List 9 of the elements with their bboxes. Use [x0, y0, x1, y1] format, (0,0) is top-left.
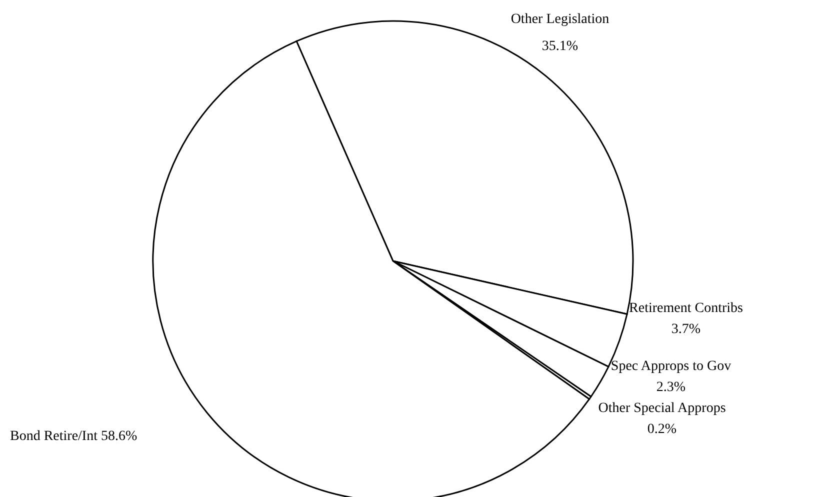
slice-label: Spec Approps to Gov	[610, 359, 732, 374]
slice-label: Other Special Approps	[598, 401, 726, 416]
data-label: 2.3%	[656, 380, 686, 395]
slice-label: Bond Retire/Int 58.6%	[10, 429, 138, 444]
data-label: 3.7%	[671, 322, 701, 337]
data-label: 35.1%	[542, 39, 578, 54]
slice-label: Retirement Contribs	[629, 301, 743, 316]
data-label: 0.2%	[647, 422, 677, 437]
slice-label: Other Legislation	[510, 12, 610, 27]
